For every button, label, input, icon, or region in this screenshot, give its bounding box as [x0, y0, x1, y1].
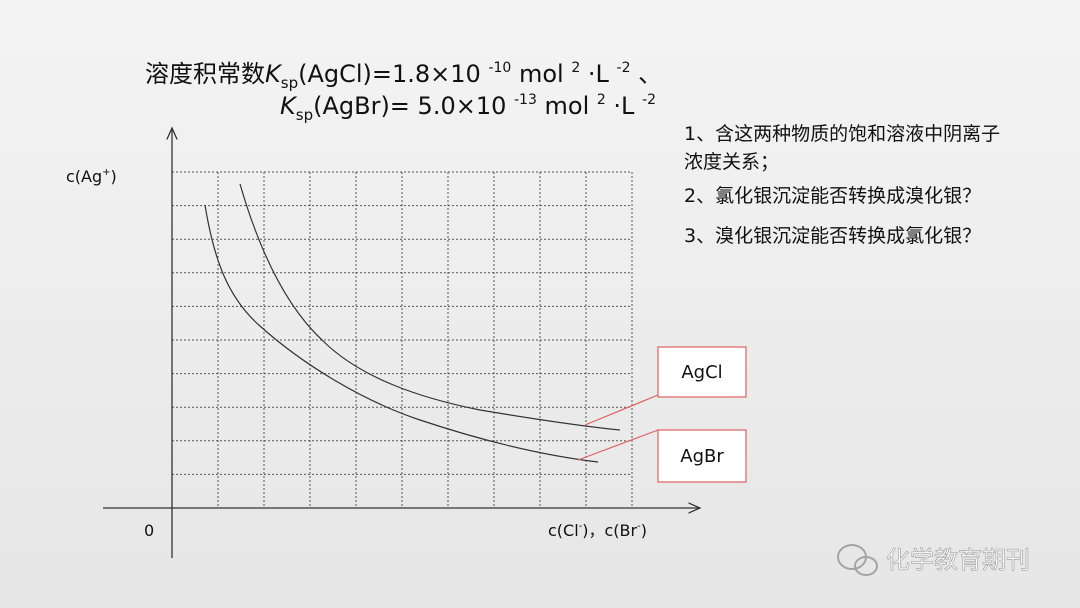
questions: 1、含这两种物质的饱和溶液中阴离子 浓度关系； 2、氯化银沉淀能否转换成溴化银？… [684, 123, 1000, 247]
watermark: 化学教育期刊 [886, 546, 1030, 574]
grid [172, 171, 633, 508]
agcl-curve [239, 183, 621, 431]
question: 浓度关系； [684, 151, 779, 173]
y-axis-label: c(Ag+) [66, 167, 117, 186]
question: 1、含这两种物质的饱和溶液中阴离子 [684, 123, 1000, 145]
title-line-2: Ksp(AgBr)= 5.0×10 -13 mol 2 ·L -2 [280, 92, 656, 124]
agbr-curve [204, 204, 599, 463]
callout-line [584, 394, 659, 426]
question: 2、氯化银沉淀能否转换成溴化银？ [684, 185, 981, 207]
watermark-icon [837, 544, 878, 576]
curve-label: AgCl [681, 362, 722, 383]
callout-box [657, 429, 747, 483]
callout-line [577, 429, 659, 461]
callout-box [657, 346, 747, 398]
title-line-1: 溶度积常数Ksp(AgCl)=1.8×10 -10 mol 2 ·L -2 、 [145, 60, 662, 92]
curve-label: AgBr [680, 446, 724, 467]
question: 3、溴化银沉淀能否转换成氯化银？ [684, 225, 981, 247]
origin-label: 0 [144, 521, 154, 540]
x-axis-label: c(Cl-)，c(Br-) [548, 521, 647, 540]
